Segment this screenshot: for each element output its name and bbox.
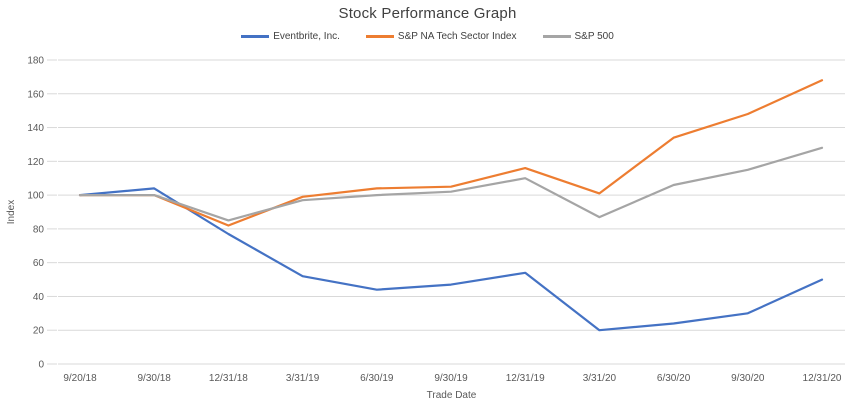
x-tick-label: 6/30/19 <box>360 373 394 384</box>
y-tick-label: 0 <box>38 360 44 371</box>
series-line-s-p-na-tech-sector-index <box>78 79 824 227</box>
x-tick-label: 12/31/19 <box>506 373 545 384</box>
y-tick-label: 100 <box>27 191 44 202</box>
x-axis-title: Trade Date <box>427 390 477 401</box>
y-tick-label: 120 <box>27 157 44 168</box>
series-line-eventbrite-inc <box>78 187 824 332</box>
y-tick-label: 160 <box>27 89 44 100</box>
y-tick-label: 40 <box>33 292 45 303</box>
legend-label: S&P 500 <box>574 31 614 42</box>
x-tick-label: 6/30/20 <box>657 373 691 384</box>
legend: Eventbrite, Inc. S&P NA Tech Sector Inde… <box>0 31 855 42</box>
legend-item-tech-index: S&P NA Tech Sector Index <box>365 31 517 42</box>
y-tick-label: 60 <box>33 258 45 269</box>
x-tick-label: 9/20/18 <box>63 373 97 384</box>
legend-item-sp500: S&P 500 <box>542 31 614 42</box>
y-tick-label: 20 <box>33 326 45 337</box>
chart-title: Stock Performance Graph <box>338 5 517 22</box>
x-tick-label: 12/31/20 <box>803 373 842 384</box>
series-line-s-p-500 <box>78 146 824 222</box>
x-tick-label: 3/31/19 <box>286 373 320 384</box>
legend-line-swatch-eventbrite <box>241 35 270 38</box>
legend-label: S&P NA Tech Sector Index <box>397 31 517 42</box>
x-tick-label: 3/31/20 <box>583 373 617 384</box>
legend-label: Eventbrite, Inc. <box>273 31 340 42</box>
legend-item-eventbrite: Eventbrite, Inc. <box>241 31 340 42</box>
legend-line-swatch-sp500 <box>542 35 571 38</box>
legend-line-swatch-tech-index <box>365 35 394 38</box>
y-axis-title: Index <box>6 200 17 224</box>
x-tick-label: 9/30/19 <box>434 373 468 384</box>
x-tick-label: 12/31/18 <box>209 373 248 384</box>
y-tick-label: 80 <box>33 224 45 235</box>
y-tick-label: 180 <box>27 55 44 66</box>
x-tick-label: 9/30/18 <box>138 373 172 384</box>
y-tick-label: 140 <box>27 123 44 134</box>
x-tick-label: 9/30/20 <box>731 373 765 384</box>
